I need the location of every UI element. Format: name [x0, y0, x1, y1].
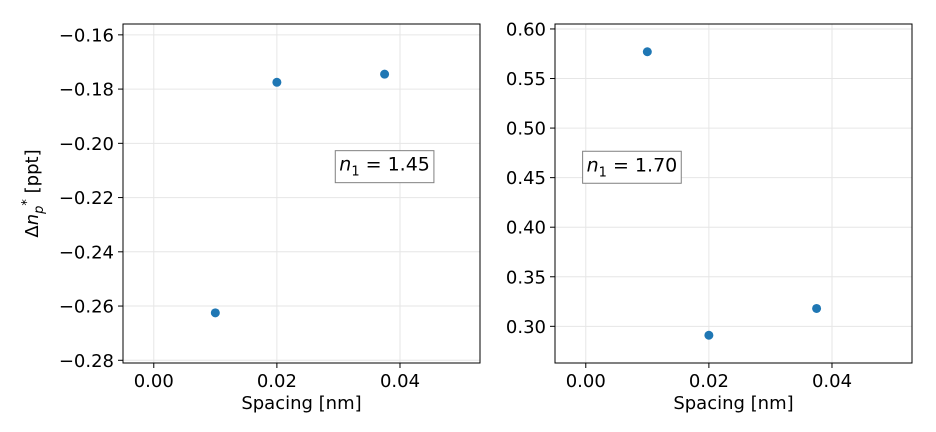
left-data-point [272, 77, 282, 87]
right-y-tick-label: 0.45 [506, 168, 546, 189]
left-y-tick-label: −0.16 [59, 25, 114, 46]
right-x-tick-label: 0.04 [812, 371, 852, 392]
right-data-point [642, 47, 652, 57]
left-y-tick-label: −0.18 [59, 80, 114, 101]
left-y-tick-label: −0.22 [59, 188, 114, 209]
right-plot-panel: 0.00 0.02 0.04 0.30 0.35 0.40 0.45 0.50 0.55 0.60… [506, 19, 913, 414]
left-annotation-text: n1 = 1.45 [339, 154, 430, 180]
left-y-tick-label: −0.20 [59, 134, 114, 155]
left-annotation: n1 = 1.45 [334, 150, 435, 184]
left-y-axis-label: Δnp* [ppt] [20, 149, 47, 237]
right-axes-frame [554, 23, 913, 364]
right-annotation: n1 = 1.70 [582, 150, 682, 184]
right-x-tick-label: 0.02 [689, 371, 729, 392]
left-x-tick-label: 0.02 [257, 371, 297, 392]
right-annotation-text: n1 = 1.70 [587, 154, 678, 180]
right-grid [555, 24, 912, 363]
left-x-tick-label: 0.00 [134, 371, 174, 392]
right-x-tick-label: 0.00 [566, 371, 606, 392]
left-y-tick-label: −0.26 [59, 297, 114, 318]
right-y-tick-label: 0.55 [506, 69, 546, 90]
left-axes-frame [122, 23, 481, 364]
left-data-point [380, 69, 390, 79]
right-y-tick-label: 0.50 [506, 119, 546, 140]
right-y-tick-label: 0.40 [506, 218, 546, 239]
left-plot-panel: 0.00 0.02 0.04 −0.28 −0.26 −0.24 −0.22 −0.20 −0.… [20, 23, 481, 414]
right-x-axis-label: Spacing [nm] [673, 393, 793, 414]
left-x-tick-label: 0.04 [380, 371, 420, 392]
left-y-tick-label: −0.24 [59, 242, 114, 263]
left-scatter-points [210, 69, 390, 318]
left-y-tick-label: −0.28 [59, 351, 114, 372]
left-annotation-box [334, 150, 435, 184]
left-data-point [210, 308, 220, 318]
left-grid [123, 24, 480, 363]
right-y-tick-label: 0.60 [506, 19, 546, 40]
right-annotation-box [582, 150, 682, 184]
left-x-axis-label: Spacing [nm] [241, 393, 361, 414]
right-y-tick-label: 0.35 [506, 267, 546, 288]
right-data-point [704, 330, 714, 340]
right-scatter-points [642, 47, 822, 340]
right-ticks: 0.00 0.02 0.04 0.30 0.35 0.40 0.45 0.50 0.55 0.60 [506, 19, 852, 392]
left-ticks: 0.00 0.02 0.04 −0.28 −0.26 −0.24 −0.22 −0.20 −0.… [59, 25, 420, 392]
right-data-point [812, 303, 822, 313]
right-y-tick-label: 0.30 [506, 317, 546, 338]
